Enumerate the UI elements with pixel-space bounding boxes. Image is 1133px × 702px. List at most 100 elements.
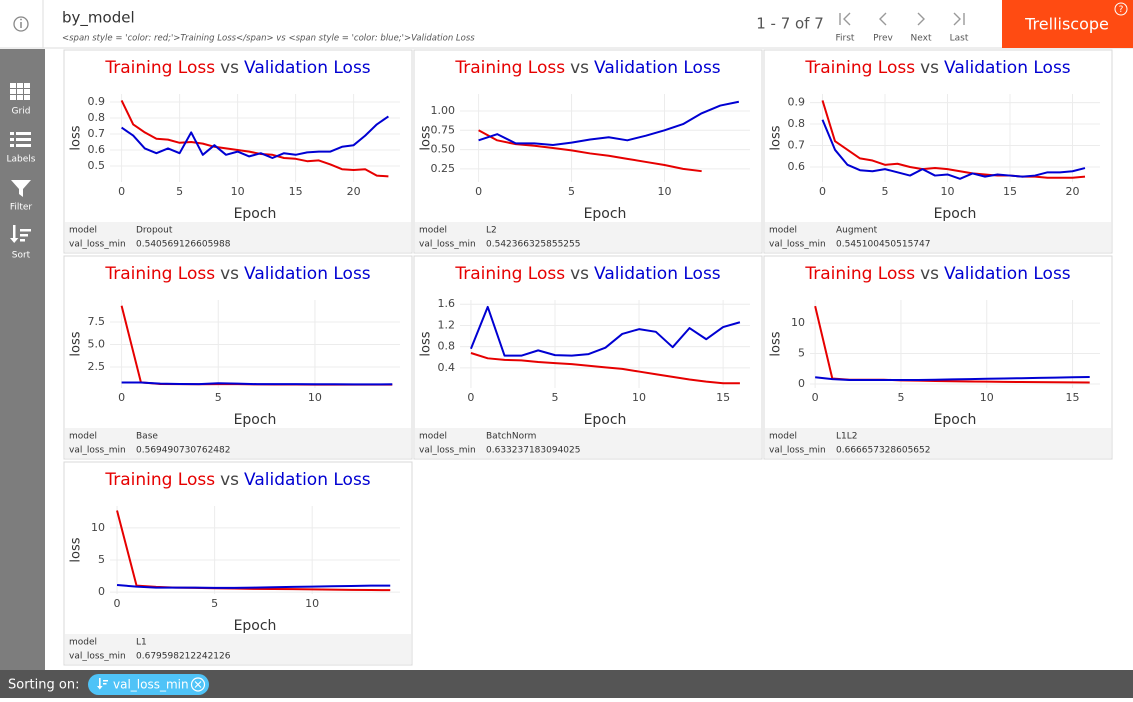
x-tick-label: 0 <box>475 185 482 198</box>
panel-labels <box>415 222 761 252</box>
label-value: L1 <box>136 638 147 648</box>
sidebar-label[interactable]: Sort <box>12 251 31 261</box>
title-validation: Validation Loss <box>244 58 371 78</box>
y-tick-label: 0.8 <box>788 117 806 130</box>
x-tick-label: 10 <box>657 185 671 198</box>
y-tick-label: 0.8 <box>438 340 456 353</box>
y-tick-label: 1.2 <box>438 318 456 331</box>
loss-line <box>821 100 1086 179</box>
sort-remove-x <box>194 681 202 688</box>
help-icon[interactable] <box>1114 2 1128 16</box>
label-value: 0.679598212242126 <box>136 652 231 662</box>
label-value: 0.545100450515747 <box>836 240 930 250</box>
sidebar-label[interactable]: Labels <box>7 155 36 165</box>
loss-line <box>121 115 389 159</box>
prev-icon[interactable] <box>879 12 887 26</box>
y-tick-label: 0.7 <box>788 139 806 152</box>
x-tick-label: 5 <box>211 597 218 610</box>
label-name: val_loss_min <box>69 240 126 250</box>
brand-box[interactable] <box>1002 0 1133 48</box>
y-tick-label: 0.5 <box>88 159 106 172</box>
title-training: Training Loss <box>104 264 215 284</box>
panel-labels <box>765 428 1111 458</box>
y-tick-label: 0.25 <box>431 162 456 175</box>
info-icon[interactable] <box>13 16 29 32</box>
grid-icon[interactable] <box>10 83 30 100</box>
y-axis-label: loss <box>69 125 84 150</box>
panel-title: Training Loss vs Validation Loss <box>454 264 720 284</box>
last-icon[interactable] <box>953 12 965 26</box>
x-tick-label: 0 <box>118 185 125 198</box>
title-joiner: vs <box>570 264 589 284</box>
sort-remove[interactable] <box>190 677 206 692</box>
panel-title: Training Loss vs Validation Loss <box>804 264 1070 284</box>
x-tick-label: 20 <box>1066 185 1080 198</box>
x-tick-label: 15 <box>716 391 730 404</box>
y-tick-label: 0.6 <box>788 160 806 173</box>
label-name: model <box>769 432 797 442</box>
y-tick-label: 7.5 <box>88 315 106 328</box>
nav-label[interactable]: Prev <box>873 34 893 44</box>
x-tick-label: 15 <box>289 185 303 198</box>
title-joiner: vs <box>220 58 239 78</box>
y-tick-label: 5 <box>798 347 805 360</box>
y-tick-label: 5 <box>98 553 105 566</box>
y-axis-label: loss <box>769 125 784 150</box>
panel-title: Training Loss vs Validation Loss <box>104 264 370 284</box>
loss-line <box>478 100 740 146</box>
label-value: L1L2 <box>836 432 857 442</box>
x-tick-label: 10 <box>980 391 994 404</box>
header <box>0 0 1133 48</box>
title-joiner: vs <box>920 264 939 284</box>
x-tick-label: 5 <box>568 185 575 198</box>
x-tick-label: 15 <box>1066 391 1080 404</box>
y-tick-label: 0 <box>98 585 105 598</box>
help-text[interactable]: ? <box>1119 5 1124 15</box>
panel <box>763 255 1113 460</box>
y-tick-label: 0.75 <box>431 123 456 136</box>
title-training: Training Loss <box>454 58 565 78</box>
filter-icon[interactable] <box>11 180 31 197</box>
sort-pill[interactable] <box>88 674 209 695</box>
label-value: 0.569490730762482 <box>136 446 230 456</box>
x-tick-label: 0 <box>118 391 125 404</box>
x-tick-label: 10 <box>632 391 646 404</box>
label-value: Base <box>136 432 158 442</box>
nav-label[interactable]: Last <box>950 34 969 44</box>
first-icon[interactable] <box>839 12 851 26</box>
sort-variable[interactable]: val_loss_min <box>113 678 189 692</box>
sidebar-label[interactable]: Filter <box>10 203 33 213</box>
x-tick-label: 0 <box>467 391 474 404</box>
y-axis-label: loss <box>69 537 84 562</box>
sidebar-label[interactable]: Grid <box>12 107 31 117</box>
panel <box>413 49 763 254</box>
label-name: model <box>69 432 97 442</box>
x-axis-label: Epoch <box>234 206 277 222</box>
brand[interactable]: Trelliscope <box>1024 15 1109 34</box>
nav-label[interactable]: First <box>836 34 855 44</box>
sort-icon[interactable] <box>10 225 31 243</box>
x-tick-label: 15 <box>1003 185 1017 198</box>
label-name: val_loss_min <box>769 240 826 250</box>
label-value: Dropout <box>136 226 173 236</box>
panel-labels <box>415 428 761 458</box>
title-joiner: vs <box>220 470 239 490</box>
panel <box>63 461 413 666</box>
nav-icons <box>839 12 965 26</box>
label-name: model <box>69 638 97 648</box>
footer-label: Sorting on: <box>8 678 79 693</box>
nav-label[interactable]: Next <box>911 34 932 44</box>
title-training: Training Loss <box>104 58 215 78</box>
next-icon[interactable] <box>917 12 925 26</box>
labels-icon[interactable] <box>10 132 31 147</box>
y-tick-label: 0.9 <box>788 96 806 109</box>
title-validation: Validation Loss <box>944 264 1071 284</box>
label-name: val_loss_min <box>419 240 476 250</box>
panel-labels <box>765 222 1111 252</box>
label-name: model <box>69 226 97 236</box>
title-training: Training Loss <box>804 264 915 284</box>
x-tick-label: 5 <box>551 391 558 404</box>
